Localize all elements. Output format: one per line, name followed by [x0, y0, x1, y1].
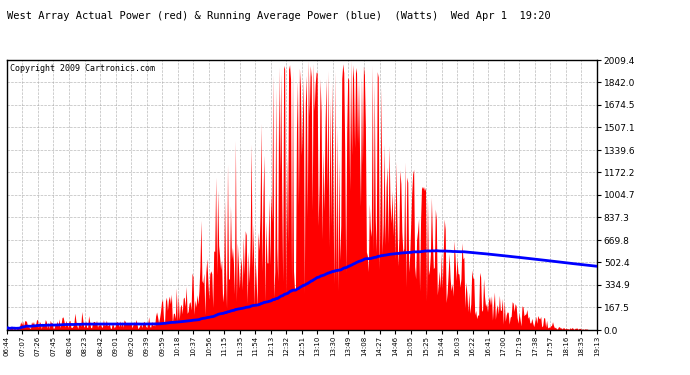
Text: West Array Actual Power (red) & Running Average Power (blue)  (Watts)  Wed Apr 1: West Array Actual Power (red) & Running … — [7, 11, 551, 21]
Text: Copyright 2009 Cartronics.com: Copyright 2009 Cartronics.com — [10, 64, 155, 73]
